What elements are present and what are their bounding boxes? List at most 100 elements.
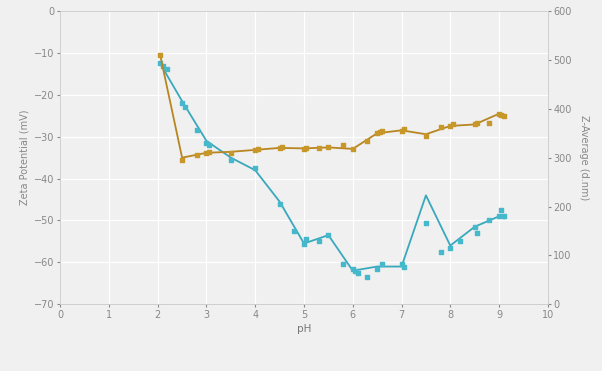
Z-Average bbox=[372, 130, 382, 136]
Zeta Potential Trend bbox=[228, 155, 235, 160]
Zeta Potential bbox=[158, 63, 167, 69]
Z-Average Trend bbox=[276, 146, 284, 150]
Z-Average bbox=[275, 145, 285, 151]
Zeta Potential bbox=[202, 140, 211, 146]
Z-Average Trend bbox=[423, 132, 430, 137]
Zeta Potential Trend bbox=[300, 241, 308, 246]
Z-Average bbox=[470, 121, 480, 127]
Zeta Potential bbox=[226, 157, 236, 163]
Zeta Potential bbox=[302, 236, 311, 242]
Z-Average bbox=[299, 146, 309, 152]
Zeta Potential bbox=[436, 249, 445, 255]
Z-Average bbox=[421, 133, 431, 139]
Zeta Potential Trend bbox=[500, 216, 507, 221]
Zeta Potential bbox=[163, 66, 172, 72]
Zeta Potential Trend bbox=[157, 61, 164, 66]
Z-Average bbox=[348, 146, 358, 152]
Zeta Potential bbox=[470, 224, 480, 230]
Line: Z-Average Trend: Z-Average Trend bbox=[160, 55, 504, 158]
Z-Average bbox=[302, 145, 311, 151]
Z-Average bbox=[324, 144, 334, 150]
Zeta Potential bbox=[250, 165, 260, 171]
Zeta Potential Trend bbox=[203, 139, 210, 143]
Z-Average Trend bbox=[471, 122, 479, 127]
Zeta Potential bbox=[204, 142, 214, 148]
Zeta Potential Trend bbox=[423, 193, 430, 198]
Z-Average Trend bbox=[300, 146, 308, 151]
Zeta Potential bbox=[350, 268, 360, 274]
Zeta Potential bbox=[455, 239, 465, 244]
Zeta Potential Trend bbox=[252, 168, 259, 173]
Zeta Potential bbox=[275, 201, 285, 207]
Zeta Potential bbox=[180, 105, 190, 111]
Y-axis label: Z-Average (d.nm): Z-Average (d.nm) bbox=[579, 115, 589, 200]
Zeta Potential bbox=[497, 207, 506, 213]
Zeta Potential bbox=[473, 230, 482, 236]
Zeta Potential bbox=[377, 262, 387, 267]
Z-Average bbox=[485, 119, 494, 125]
Zeta Potential bbox=[485, 217, 494, 223]
Z-Average bbox=[192, 152, 202, 158]
Z-Average bbox=[362, 138, 372, 144]
Zeta Potential bbox=[494, 213, 504, 219]
Zeta Potential bbox=[155, 60, 165, 66]
Z-Average Trend bbox=[373, 131, 381, 135]
Z-Average bbox=[202, 150, 211, 156]
Zeta Potential bbox=[348, 266, 358, 272]
Zeta Potential bbox=[362, 274, 372, 280]
Z-Average bbox=[314, 145, 323, 151]
Z-Average bbox=[499, 113, 509, 119]
Z-Average bbox=[375, 129, 385, 135]
Z-Average bbox=[377, 128, 387, 134]
Zeta Potential Trend bbox=[349, 269, 356, 273]
Z-Average Trend bbox=[398, 128, 405, 132]
Z-Average bbox=[204, 149, 214, 155]
Z-Average bbox=[155, 52, 165, 58]
Zeta Potential bbox=[421, 220, 431, 226]
Zeta Potential bbox=[445, 245, 455, 251]
Z-Average bbox=[178, 157, 187, 163]
Z-Average Trend bbox=[179, 155, 186, 160]
Zeta Potential bbox=[192, 128, 202, 134]
Zeta Potential Trend bbox=[447, 243, 454, 248]
Z-Average Trend bbox=[325, 145, 332, 150]
Z-Average bbox=[397, 128, 406, 134]
Z-Average Trend bbox=[495, 111, 503, 116]
Z-Average Trend bbox=[252, 148, 259, 152]
Zeta Potential bbox=[178, 100, 187, 106]
Zeta Potential bbox=[397, 262, 406, 267]
Z-Average bbox=[338, 142, 348, 148]
Y-axis label: Zeta Potential (mV): Zeta Potential (mV) bbox=[20, 110, 30, 206]
Zeta Potential bbox=[372, 266, 382, 272]
Z-Average Trend bbox=[157, 53, 164, 57]
Zeta Potential bbox=[499, 213, 509, 219]
Z-Average bbox=[473, 121, 482, 127]
Z-Average Trend bbox=[228, 150, 235, 154]
Zeta Potential bbox=[353, 270, 362, 276]
Z-Average Trend bbox=[203, 151, 210, 155]
Z-Average bbox=[278, 144, 287, 150]
Z-Average Trend bbox=[349, 147, 356, 151]
X-axis label: pH: pH bbox=[297, 324, 311, 334]
Zeta Potential Trend bbox=[276, 200, 284, 204]
Zeta Potential bbox=[324, 232, 334, 238]
Zeta Potential bbox=[299, 240, 309, 246]
Zeta Potential bbox=[399, 263, 409, 269]
Zeta Potential Trend bbox=[398, 264, 405, 269]
Z-Average bbox=[226, 150, 236, 156]
Z-Average bbox=[253, 146, 262, 152]
Z-Average bbox=[497, 112, 506, 118]
Z-Average Trend bbox=[500, 112, 507, 117]
Zeta Potential bbox=[338, 262, 348, 267]
Zeta Potential Trend bbox=[373, 264, 381, 269]
Zeta Potential bbox=[314, 239, 323, 244]
Zeta Potential bbox=[290, 228, 299, 234]
Z-Average bbox=[399, 127, 409, 132]
Z-Average bbox=[445, 123, 455, 129]
Zeta Potential Trend bbox=[179, 99, 186, 104]
Z-Average bbox=[448, 121, 458, 127]
Zeta Potential Trend bbox=[495, 214, 503, 219]
Z-Average bbox=[436, 124, 445, 130]
Zeta Potential Trend bbox=[325, 233, 332, 237]
Z-Average bbox=[250, 147, 260, 153]
